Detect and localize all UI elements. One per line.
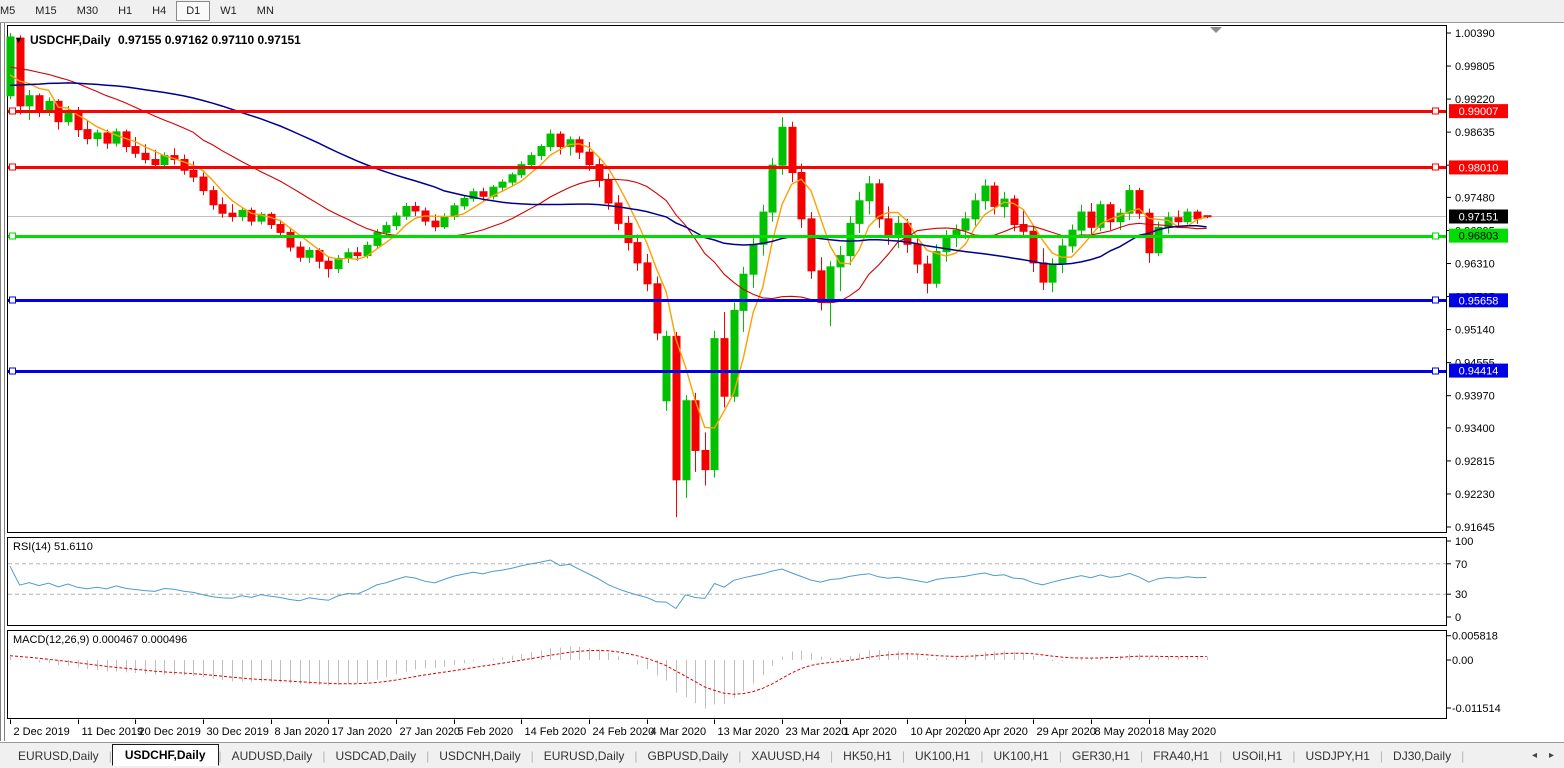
chart-tab-dj30-daily[interactable]: DJ30,Daily <box>1393 748 1452 763</box>
timeframe-toolbar: M5 M15 M30 H1 H4 D1 W1 MN <box>0 0 1564 23</box>
date-tick: 18 May 2020 <box>1153 726 1217 738</box>
price-tick: 0.99805 <box>1455 61 1495 73</box>
level-price-label: 0.99007 <box>1459 106 1499 118</box>
tab-scroll-arrows: ◂ ▸ <box>1532 750 1554 761</box>
level-price-label: 0.95658 <box>1459 295 1499 307</box>
tab-separator: | <box>738 748 742 763</box>
date-tick: 2 Dec 2019 <box>14 726 70 738</box>
chart-tab-usoil-h1[interactable]: USOil,H1 <box>1232 748 1283 763</box>
tab-separator: | <box>426 748 430 763</box>
chart-tab-uk100-h1[interactable]: UK100,H1 <box>993 748 1049 763</box>
chart-tab-usdjpy-h1[interactable]: USDJPY,H1 <box>1305 748 1370 763</box>
date-tick: 20 Dec 2019 <box>139 726 201 738</box>
price-tick: 1.00390 <box>1455 28 1495 40</box>
tab-separator: | <box>108 748 112 763</box>
chart-tab-eurusd-daily[interactable]: EURUSD,Daily <box>543 748 625 763</box>
chart-tab-ger30-h1[interactable]: GER30,H1 <box>1071 748 1131 763</box>
rsi-tick: 0 <box>1455 612 1461 624</box>
collapse-arrow-icon[interactable]: ▼ <box>14 35 23 45</box>
tab-separator: | <box>1058 748 1062 763</box>
rsi-indicator-label: RSI(14) 51.6110 <box>13 541 93 553</box>
chart-tab-usdcad-daily[interactable]: USDCAD,Daily <box>335 748 417 763</box>
chart-tab-fra40-h1[interactable]: FRA40,H1 <box>1153 748 1210 763</box>
current-price-label: 0.97151 <box>1459 212 1499 224</box>
price-tick: 0.93970 <box>1455 391 1495 403</box>
price-tick: 0.91645 <box>1455 522 1495 534</box>
timeframe-button-h4[interactable]: H4 <box>142 1 176 21</box>
date-tick: 29 Apr 2020 <box>1037 726 1096 738</box>
level-price-label: 0.94414 <box>1459 366 1499 378</box>
level-price-label: 0.98010 <box>1459 162 1499 174</box>
timeframe-button-m5[interactable]: M5 <box>0 1 25 21</box>
price-tick: 0.96310 <box>1455 258 1495 270</box>
chart-tab-eurusd-daily[interactable]: EURUSD,Daily <box>18 748 99 763</box>
chart-tab-usdcnh-daily[interactable]: USDCNH,Daily <box>439 748 521 763</box>
tab-scroll-left-icon[interactable]: ◂ <box>1531 750 1537 761</box>
price-tick: 0.92230 <box>1455 489 1495 501</box>
timeframe-button-m30[interactable]: M30 <box>67 1 108 21</box>
macd-tick: 0.005818 <box>1452 631 1498 643</box>
tab-separator: | <box>530 748 534 763</box>
price-tick: 0.93400 <box>1455 423 1495 435</box>
date-tick: 24 Feb 2020 <box>593 726 655 738</box>
date-tick: 11 Dec 2019 <box>82 726 144 738</box>
timeframe-button-h1[interactable]: H1 <box>108 1 142 21</box>
date-tick: 20 Apr 2020 <box>969 726 1028 738</box>
chart-title-ohlc: 0.97155 0.97162 0.97110 0.97151 <box>118 33 301 47</box>
date-tick: 17 Jan 2020 <box>332 726 393 738</box>
timeframe-button-mn[interactable]: MN <box>247 1 284 21</box>
tab-separator: | <box>1219 748 1223 763</box>
tab-separator: | <box>1461 748 1465 763</box>
price-tick: 0.98635 <box>1455 127 1495 139</box>
date-tick: 27 Jan 2020 <box>400 726 461 738</box>
chart-tab-audusd-daily[interactable]: AUDUSD,Daily <box>231 748 313 763</box>
date-tick: 4 Mar 2020 <box>651 726 707 738</box>
rsi-tick: 70 <box>1455 559 1467 571</box>
date-tick: 8 May 2020 <box>1095 726 1152 738</box>
date-tick: 30 Dec 2019 <box>207 726 269 738</box>
date-tick: 14 Feb 2020 <box>525 726 587 738</box>
date-tick: 1 Apr 2020 <box>844 726 897 738</box>
date-tick: 13 Mar 2020 <box>718 726 780 738</box>
date-tick: 23 Mar 2020 <box>786 726 848 738</box>
macd-indicator-label: MACD(12,26,9) 0.000467 0.000496 <box>13 634 187 646</box>
tab-separator: | <box>830 748 834 763</box>
price-tick: 0.92815 <box>1455 456 1495 468</box>
timeframe-button-w1[interactable]: W1 <box>210 1 247 21</box>
tab-scroll-right-icon[interactable]: ▸ <box>1548 750 1554 761</box>
tab-separator: | <box>1140 748 1144 763</box>
macd-tick: -0.011514 <box>1452 703 1501 715</box>
tab-separator: | <box>634 748 638 763</box>
macd-tick: 0.00 <box>1452 655 1473 667</box>
chart-tab-gbpusd-daily[interactable]: GBPUSD,Daily <box>647 748 729 763</box>
chart-tab-uk100-h1[interactable]: UK100,H1 <box>914 748 971 763</box>
chart-tab-xauusd-h4[interactable]: XAUUSD,H4 <box>751 748 821 763</box>
price-tick: 0.97480 <box>1455 192 1495 204</box>
rsi-tick: 30 <box>1455 589 1467 601</box>
date-tick: 10 Apr 2020 <box>911 726 970 738</box>
chart-tabs-bar: EURUSD,Daily | USDCHF,Daily | AUDUSD,Daily | U… <box>0 742 1564 768</box>
timeframe-button-m15[interactable]: M15 <box>25 1 66 21</box>
level-price-label: 0.96803 <box>1459 231 1499 243</box>
chart-title-symbol: USDCHF,Daily <box>30 33 111 47</box>
chart-tab-hk50-h1[interactable]: HK50,H1 <box>843 748 892 763</box>
tab-separator: | <box>1379 748 1384 763</box>
tab-separator: | <box>901 748 905 763</box>
chart-tab-usdchf-daily[interactable]: USDCHF,Daily <box>111 743 219 766</box>
date-tick: 8 Jan 2020 <box>275 726 329 738</box>
rsi-tick: 100 <box>1455 536 1473 548</box>
tab-separator: | <box>1292 748 1296 763</box>
price-tick: 0.95140 <box>1455 325 1495 337</box>
tab-separator: | <box>980 748 984 763</box>
price-tick: 0.99220 <box>1455 94 1495 106</box>
date-tick: 5 Feb 2020 <box>458 726 514 738</box>
tab-separator: | <box>322 748 326 763</box>
tab-separator: | <box>218 748 222 763</box>
timeframe-button-d1[interactable]: D1 <box>176 1 211 21</box>
